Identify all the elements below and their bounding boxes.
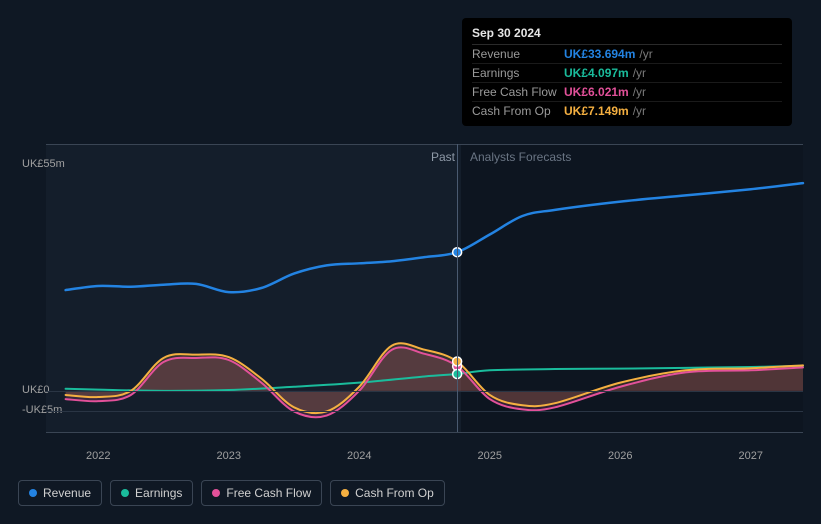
series-line-revenue	[66, 183, 803, 292]
tooltip-row: RevenueUK£33.694m/yr	[472, 45, 782, 64]
tooltip-row-label: Revenue	[472, 47, 564, 61]
x-axis-label: 2026	[608, 450, 632, 462]
y-axis-label: UK£55m	[22, 158, 65, 170]
legend-dot-icon	[212, 489, 220, 497]
x-axis-label: 2027	[739, 450, 763, 462]
legend-item-earnings[interactable]: Earnings	[110, 480, 193, 506]
tooltip-row-value: UK£33.694m	[564, 47, 635, 61]
x-axis-label: 2022	[86, 450, 110, 462]
tooltip-row-label: Cash From Op	[472, 104, 564, 118]
tooltip-title: Sep 30 2024	[472, 26, 782, 45]
tooltip: Sep 30 2024 RevenueUK£33.694m/yrEarnings…	[462, 18, 792, 126]
x-axis-label: 2023	[216, 450, 240, 462]
x-axis-label: 2024	[347, 450, 371, 462]
legend-label: Revenue	[43, 486, 91, 500]
gridline	[46, 391, 803, 392]
y-axis-label: UK£0	[22, 384, 50, 396]
x-axis-label: 2025	[478, 450, 502, 462]
legend-label: Free Cash Flow	[226, 486, 311, 500]
tooltip-body: RevenueUK£33.694m/yrEarningsUK£4.097m/yr…	[472, 45, 782, 120]
tooltip-row-unit: /yr	[633, 66, 646, 80]
legend-item-cfo[interactable]: Cash From Op	[330, 480, 445, 506]
tooltip-row-unit: /yr	[633, 85, 646, 99]
tooltip-row-label: Earnings	[472, 66, 564, 80]
legend: Revenue Earnings Free Cash Flow Cash From O…	[18, 480, 445, 506]
tooltip-row-value: UK£7.149m	[564, 104, 629, 118]
tooltip-row-value: UK£4.097m	[564, 66, 629, 80]
legend-label: Cash From Op	[355, 486, 434, 500]
legend-dot-icon	[341, 489, 349, 497]
past-forecast-divider	[457, 144, 458, 432]
legend-item-fcf[interactable]: Free Cash Flow	[201, 480, 322, 506]
legend-label: Earnings	[135, 486, 182, 500]
tooltip-row-unit: /yr	[639, 47, 652, 61]
chart-container: Past Analysts Forecasts RevenueEarningsF…	[18, 18, 803, 506]
legend-dot-icon	[29, 489, 37, 497]
gridline	[46, 411, 803, 412]
tooltip-row: Cash From OpUK£7.149m/yr	[472, 102, 782, 120]
tooltip-row-value: UK£6.021m	[564, 85, 629, 99]
legend-item-revenue[interactable]: Revenue	[18, 480, 102, 506]
y-axis-label: -UK£5m	[22, 404, 62, 416]
legend-dot-icon	[121, 489, 129, 497]
tooltip-row-label: Free Cash Flow	[472, 85, 564, 99]
tooltip-row-unit: /yr	[633, 104, 646, 118]
tooltip-row: Free Cash FlowUK£6.021m/yr	[472, 83, 782, 102]
tooltip-row: EarningsUK£4.097m/yr	[472, 64, 782, 83]
chart-svg	[46, 144, 803, 449]
